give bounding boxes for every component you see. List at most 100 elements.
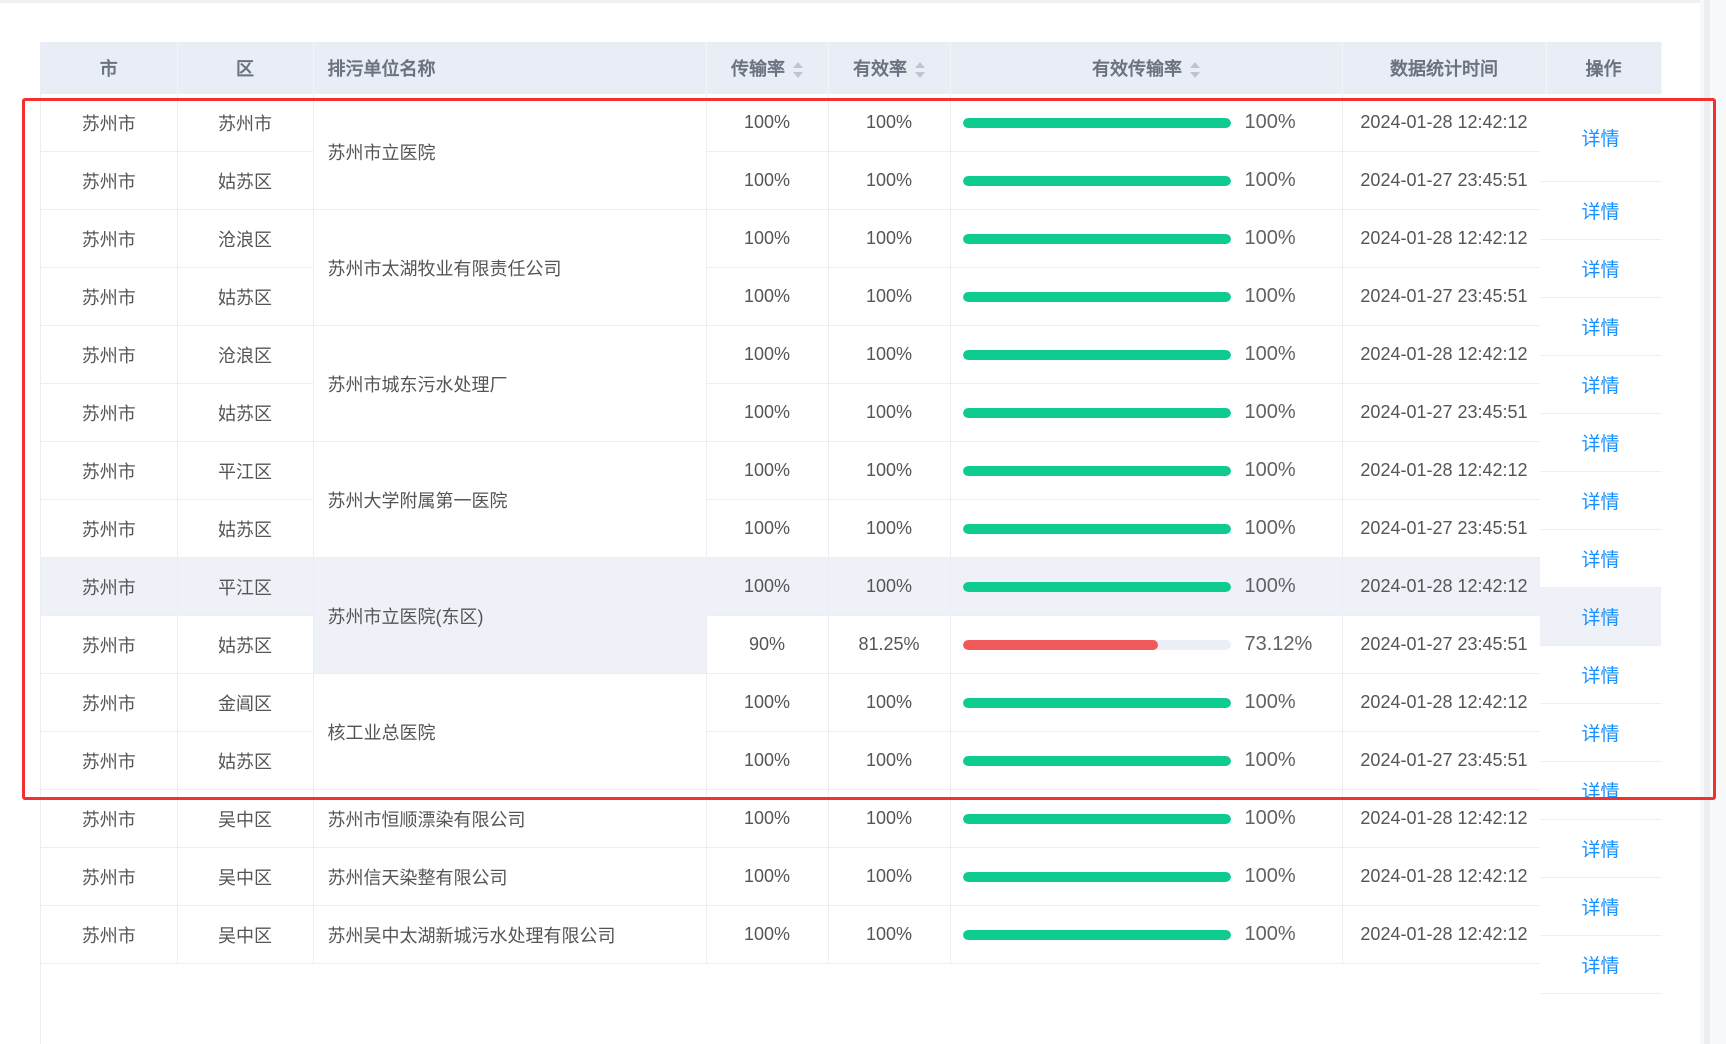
progress-track xyxy=(962,407,1231,418)
progress-text: 100% xyxy=(1244,401,1296,423)
header-valid-trans-rate[interactable]: 有效传输率 xyxy=(950,42,1343,94)
table-row[interactable]: 苏州市 吴中区 苏州信天染整有限公司 100% 100% 100% 2024-01-28 1… xyxy=(41,847,1661,906)
table-row[interactable]: 苏州市 吴中区 苏州吴中太湖新城污水处理有限公司 100% 100% 100% 2024-0… xyxy=(41,905,1661,964)
progress-track xyxy=(962,581,1231,592)
details-link[interactable]: 详情 xyxy=(1581,318,1620,339)
details-link[interactable]: 详情 xyxy=(1581,840,1620,861)
action-cell: 详情 xyxy=(1540,94,1661,182)
table-row[interactable]: 苏州市 平江区 苏州市立医院(东区) 100% 100% 100% 2024-01-28 1… xyxy=(41,557,1661,674)
progress-fill xyxy=(962,871,1231,882)
cell-stat-time: 2024-01-27 23:45:51 xyxy=(1342,499,1547,558)
cell-district: 苏州市 xyxy=(177,94,314,152)
details-link[interactable]: 详情 xyxy=(1581,376,1620,397)
sort-icon[interactable] xyxy=(1190,61,1200,79)
table-row[interactable]: 苏州市 沧浪区 苏州市城东污水处理厂 100% 100% 100% 2024-01-28 1… xyxy=(41,325,1661,442)
cell-valid-trans-rate: 100% xyxy=(950,94,1343,152)
cell-city: 苏州市 xyxy=(41,94,178,152)
header-trans-rate[interactable]: 传输率 xyxy=(706,42,829,94)
details-link[interactable]: 详情 xyxy=(1581,202,1620,223)
details-link[interactable]: 详情 xyxy=(1581,724,1620,745)
table-row[interactable]: 苏州市 姑苏区 90% 81.25% 73.12% 2024-01-27 23:45:51 xyxy=(41,615,1661,674)
details-link[interactable]: 详情 xyxy=(1581,782,1620,803)
cell-district: 平江区 xyxy=(177,441,314,500)
progress: 100% xyxy=(951,807,1342,830)
cell-valid-rate: 100% xyxy=(828,731,951,790)
cell-stat-time: 2024-01-27 23:45:51 xyxy=(1342,615,1547,674)
table-row[interactable]: 苏州市 姑苏区 100% 100% 100% 2024-01-27 23:45:51 xyxy=(41,151,1661,210)
cell-valid-trans-rate: 100% xyxy=(950,441,1343,500)
cell-valid-trans-rate: 100% xyxy=(950,499,1343,558)
action-cell: 详情 xyxy=(1540,240,1661,298)
cell-valid-rate: 100% xyxy=(828,905,951,964)
details-link[interactable]: 详情 xyxy=(1581,898,1620,919)
details-link[interactable]: 详情 xyxy=(1581,608,1620,629)
cell-trans-rate: 100% xyxy=(706,151,829,210)
cell-trans-rate: 100% xyxy=(706,267,829,326)
details-link[interactable]: 详情 xyxy=(1581,260,1620,281)
scrollbar-thumb[interactable] xyxy=(1704,0,1710,1044)
cell-stat-time: 2024-01-27 23:45:51 xyxy=(1342,731,1547,790)
cell-valid-rate: 100% xyxy=(828,325,951,384)
table-row[interactable]: 苏州市 姑苏区 100% 100% 100% 2024-01-27 23:45:51 xyxy=(41,383,1661,442)
cell-valid-trans-rate: 100% xyxy=(950,789,1343,848)
table-row[interactable]: 苏州市 金阊区 核工业总医院 100% 100% 100% 2024-01-28 12:42… xyxy=(41,673,1661,790)
details-link[interactable]: 详情 xyxy=(1581,492,1620,513)
details-link[interactable]: 详情 xyxy=(1581,550,1620,571)
header-valid-rate-label: 有效率 xyxy=(853,59,907,79)
cell-trans-rate: 100% xyxy=(706,673,829,732)
cell-district: 姑苏区 xyxy=(177,151,314,210)
progress-track xyxy=(962,233,1231,244)
progress: 100% xyxy=(951,923,1342,946)
progress-text: 100% xyxy=(1244,807,1296,829)
cell-valid-trans-rate: 100% xyxy=(950,209,1343,268)
header-district: 区 xyxy=(177,42,314,94)
progress-track xyxy=(962,117,1231,128)
cell-district: 姑苏区 xyxy=(177,499,314,558)
cell-trans-rate: 100% xyxy=(706,557,829,616)
cell-valid-trans-rate: 100% xyxy=(950,325,1343,384)
table-row[interactable]: 苏州市 吴中区 苏州市恒顺漂染有限公司 100% 100% 100% 2024-01-28 … xyxy=(41,789,1661,848)
scrollbar-track[interactable] xyxy=(1700,0,1726,1044)
details-link[interactable]: 详情 xyxy=(1581,434,1620,455)
cell-district: 吴中区 xyxy=(177,905,314,964)
cell-valid-trans-rate: 100% xyxy=(950,557,1343,616)
table-row[interactable]: 苏州市 姑苏区 100% 100% 100% 2024-01-27 23:45:51 xyxy=(41,499,1661,558)
action-cell: 详情 xyxy=(1540,646,1661,704)
cell-valid-trans-rate: 100% xyxy=(950,847,1343,906)
progress: 100% xyxy=(951,285,1342,308)
header-valid-trans-rate-label: 有效传输率 xyxy=(1092,59,1182,79)
progress-fill xyxy=(962,233,1231,244)
progress-track xyxy=(962,755,1231,766)
table-row[interactable]: 苏州市 姑苏区 100% 100% 100% 2024-01-27 23:45:51 xyxy=(41,731,1661,790)
progress-fill xyxy=(962,697,1231,708)
details-link[interactable]: 详情 xyxy=(1581,666,1620,687)
progress-fill xyxy=(962,639,1159,650)
header-valid-rate[interactable]: 有效率 xyxy=(828,42,951,94)
cell-city: 苏州市 xyxy=(41,325,178,384)
table-row[interactable]: 苏州市 平江区 苏州大学附属第一医院 100% 100% 100% 2024-01-28 1… xyxy=(41,441,1661,558)
action-cell: 详情 xyxy=(1540,878,1661,936)
cell-trans-rate: 100% xyxy=(706,383,829,442)
cell-valid-rate: 100% xyxy=(828,151,951,210)
progress-text: 100% xyxy=(1244,343,1296,365)
progress-fill xyxy=(962,581,1231,592)
progress: 100% xyxy=(951,401,1342,424)
cell-valid-trans-rate: 100% xyxy=(950,151,1343,210)
cell-city: 苏州市 xyxy=(41,673,178,732)
sort-icon[interactable] xyxy=(915,61,925,79)
header-name: 排污单位名称 xyxy=(313,42,707,94)
progress-track xyxy=(962,291,1231,302)
table-row[interactable]: 苏州市 苏州市 苏州市立医院 100% 100% 100% 2024-01-28 12:42… xyxy=(41,94,1661,210)
table-row[interactable]: 苏州市 沧浪区 苏州市太湖牧业有限责任公司 100% 100% 100% 2024-01-2… xyxy=(41,209,1661,326)
details-link[interactable]: 详情 xyxy=(1581,956,1620,977)
cell-stat-time: 2024-01-28 12:42:12 xyxy=(1342,905,1547,964)
cell-unit-name: 苏州市立医院(东区) xyxy=(313,557,707,674)
progress-text: 100% xyxy=(1244,575,1296,597)
table-row[interactable]: 苏州市 姑苏区 100% 100% 100% 2024-01-27 23:45:51 xyxy=(41,267,1661,326)
details-link[interactable]: 详情 xyxy=(1581,129,1620,150)
action-cell: 详情 xyxy=(1540,588,1661,646)
cell-trans-rate: 100% xyxy=(706,905,829,964)
sort-icon[interactable] xyxy=(793,61,803,79)
cell-district: 金阊区 xyxy=(177,673,314,732)
table-body: 苏州市 苏州市 苏州市立医院 100% 100% 100% 2024-01-28 12:42… xyxy=(41,94,1661,964)
